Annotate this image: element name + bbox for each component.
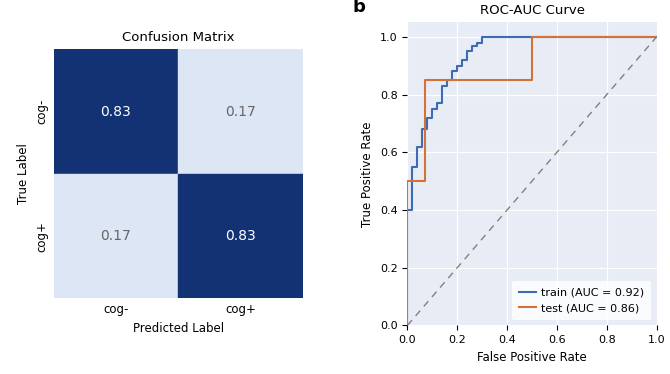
train (AUC = 0.92) [433,101,442,105]
train (AUC = 0.92) [473,43,481,48]
train (AUC = 0.92) [453,69,461,74]
test (AUC = 0.86) [421,78,429,82]
Bar [178,174,303,298]
Line: test (AUC = 0.86): test (AUC = 0.86) [407,37,657,325]
Text: 0.83: 0.83 [100,105,131,119]
train (AUC = 0.92) [463,58,471,62]
Text: b: b [352,0,365,16]
train (AUC = 0.92) [423,127,431,131]
train (AUC = 0.92) [438,84,446,88]
train (AUC = 0.92) [493,35,501,39]
train (AUC = 0.92) [433,107,442,111]
Y-axis label: True Positive Rate: True Positive Rate [361,121,375,227]
train (AUC = 0.92) [453,64,461,68]
test (AUC = 0.86) [653,35,661,39]
train (AUC = 0.92) [403,323,411,328]
train (AUC = 0.92) [423,116,431,120]
train (AUC = 0.92) [448,69,456,74]
train (AUC = 0.92) [448,78,456,82]
Legend: train (AUC = 0.92), test (AUC = 0.86): train (AUC = 0.92), test (AUC = 0.86) [513,281,651,320]
test (AUC = 0.86) [403,179,411,183]
Text: 0.17: 0.17 [225,105,256,119]
train (AUC = 0.92) [444,78,452,82]
test (AUC = 0.86) [528,78,536,82]
train (AUC = 0.92) [409,165,417,169]
train (AUC = 0.92) [458,64,466,68]
Title: Confusion Matrix: Confusion Matrix [122,31,234,44]
train (AUC = 0.92) [458,58,466,62]
train (AUC = 0.92) [418,127,426,131]
train (AUC = 0.92) [493,35,501,39]
train (AUC = 0.92) [413,165,421,169]
train (AUC = 0.92) [409,208,417,212]
train (AUC = 0.92) [413,144,421,149]
test (AUC = 0.86) [528,35,536,39]
test (AUC = 0.86) [421,179,429,183]
Text: 0.83: 0.83 [225,229,256,243]
X-axis label: Predicted Label: Predicted Label [133,322,224,335]
train (AUC = 0.92) [478,35,486,39]
X-axis label: False Positive Rate: False Positive Rate [477,351,587,364]
train (AUC = 0.92) [444,84,452,88]
train (AUC = 0.92) [468,43,476,48]
train (AUC = 0.92) [463,49,471,53]
train (AUC = 0.92) [473,40,481,45]
Text: 0.17: 0.17 [100,229,131,243]
Title: ROC-AUC Curve: ROC-AUC Curve [480,4,584,17]
Line: train (AUC = 0.92): train (AUC = 0.92) [407,37,657,325]
train (AUC = 0.92) [428,116,436,120]
Bar [54,174,178,298]
train (AUC = 0.92) [438,101,446,105]
train (AUC = 0.92) [428,107,436,111]
Bar [54,49,178,174]
train (AUC = 0.92) [478,40,486,45]
Bar [178,49,303,174]
Y-axis label: True Label: True Label [17,144,30,204]
train (AUC = 0.92) [468,49,476,53]
train (AUC = 0.92) [653,35,661,39]
test (AUC = 0.86) [403,323,411,328]
train (AUC = 0.92) [418,144,426,149]
train (AUC = 0.92) [403,208,411,212]
